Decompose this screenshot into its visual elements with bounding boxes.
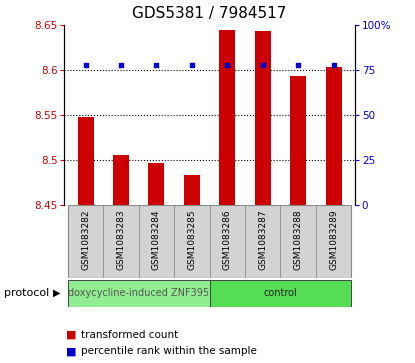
Point	[188, 62, 195, 68]
Bar	[103, 205, 139, 278]
Text: GSM1083289: GSM1083289	[329, 209, 338, 270]
Point	[118, 62, 124, 68]
Bar	[316, 205, 351, 278]
Text: GSM1083282: GSM1083282	[81, 210, 90, 270]
Text: protocol: protocol	[4, 288, 49, 298]
Text: GSM1083286: GSM1083286	[223, 209, 232, 270]
Text: ■: ■	[66, 346, 77, 356]
Bar	[68, 205, 103, 278]
Bar	[149, 163, 164, 205]
Bar	[113, 155, 129, 205]
Bar	[281, 205, 316, 278]
Text: GSM1083283: GSM1083283	[117, 209, 125, 270]
Point	[224, 62, 231, 68]
Point	[259, 62, 266, 68]
Text: control: control	[264, 288, 297, 298]
Bar	[255, 31, 271, 205]
Bar	[78, 117, 93, 205]
Text: percentile rank within the sample: percentile rank within the sample	[81, 346, 257, 356]
Bar	[139, 205, 174, 278]
Bar	[210, 280, 351, 307]
Point	[295, 62, 301, 68]
Text: ▶: ▶	[53, 288, 60, 298]
Text: GSM1083288: GSM1083288	[294, 209, 303, 270]
Bar	[219, 30, 235, 205]
Bar	[68, 280, 210, 307]
Text: doxycycline-induced ZNF395: doxycycline-induced ZNF395	[68, 288, 209, 298]
Point	[330, 62, 337, 68]
Bar	[210, 205, 245, 278]
Text: transformed count: transformed count	[81, 330, 178, 340]
Text: GSM1083287: GSM1083287	[258, 209, 267, 270]
Title: GDS5381 / 7984517: GDS5381 / 7984517	[132, 7, 287, 21]
Bar	[184, 175, 200, 205]
Point	[82, 62, 89, 68]
Bar	[245, 205, 281, 278]
Text: GSM1083284: GSM1083284	[152, 210, 161, 270]
Text: GSM1083285: GSM1083285	[187, 209, 196, 270]
Point	[153, 62, 160, 68]
Bar	[290, 76, 306, 205]
Bar	[174, 205, 210, 278]
Text: ■: ■	[66, 330, 77, 340]
Bar	[326, 67, 342, 205]
